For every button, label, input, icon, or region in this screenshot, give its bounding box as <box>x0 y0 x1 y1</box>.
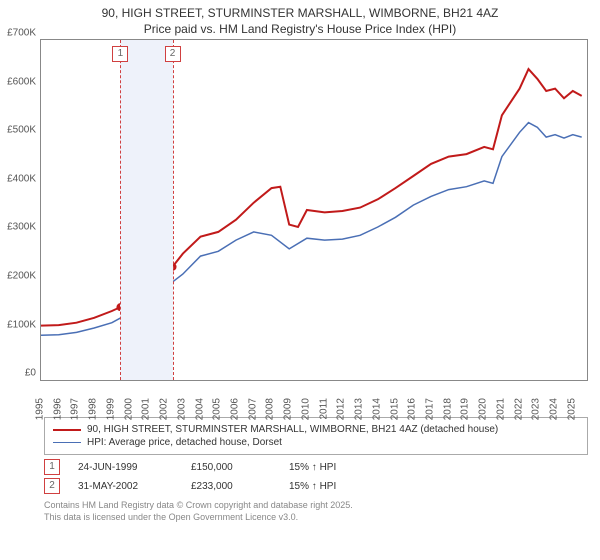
sales-list: 1 24-JUN-1999 £150,000 15% ↑ HPI 2 31-MAY-200… <box>44 459 588 494</box>
event-flag: 2 <box>165 46 181 62</box>
legend-swatch <box>53 429 81 431</box>
legend-swatch <box>53 442 81 443</box>
y-tick-label: £0 <box>25 368 36 379</box>
legend-row: 90, HIGH STREET, STURMINSTER MARSHALL, W… <box>53 424 579 435</box>
chart-title: 90, HIGH STREET, STURMINSTER MARSHALL, W… <box>0 0 600 39</box>
legend: 90, HIGH STREET, STURMINSTER MARSHALL, W… <box>44 417 588 455</box>
x-tick-label: 1995 <box>35 398 46 420</box>
attribution-line-2: This data is licensed under the Open Gov… <box>44 512 588 524</box>
x-tick-label: 1998 <box>88 398 99 420</box>
y-tick-label: £100K <box>7 319 36 330</box>
title-line-2: Price paid vs. HM Land Registry's House … <box>10 22 590 38</box>
sale-flag-icon: 1 <box>44 459 60 475</box>
sale-flag-icon: 2 <box>44 478 60 494</box>
sale-row: 2 31-MAY-2002 £233,000 15% ↑ HPI <box>44 478 588 494</box>
sale-price: £150,000 <box>191 462 271 473</box>
x-tick-label: 2007 <box>247 398 258 420</box>
chart-area: £0£100K£200K£300K£400K£500K£600K£700K 12… <box>40 39 588 409</box>
legend-row: HPI: Average price, detached house, Dors… <box>53 437 579 448</box>
x-tick-label: 2010 <box>300 398 311 420</box>
y-tick-label: £600K <box>7 76 36 87</box>
plot-region: 12 <box>40 39 588 381</box>
attribution: Contains HM Land Registry data © Crown c… <box>44 500 588 523</box>
legend-label: 90, HIGH STREET, STURMINSTER MARSHALL, W… <box>87 424 498 435</box>
event-line <box>120 40 121 380</box>
x-tick-label: 1997 <box>70 398 81 420</box>
x-tick-label: 2005 <box>212 398 223 420</box>
y-tick-label: £500K <box>7 125 36 136</box>
x-tick-label: 2001 <box>141 398 152 420</box>
x-tick-label: 1999 <box>105 398 116 420</box>
chart-container: 90, HIGH STREET, STURMINSTER MARSHALL, W… <box>0 0 600 560</box>
x-tick-label: 2019 <box>460 398 471 420</box>
x-tick-label: 2012 <box>336 398 347 420</box>
y-tick-label: £400K <box>7 173 36 184</box>
y-axis-labels: £0£100K£200K£300K£400K£500K£600K£700K <box>0 33 38 387</box>
x-tick-label: 2022 <box>513 398 524 420</box>
x-tick-label: 2013 <box>354 398 365 420</box>
sale-price: £233,000 <box>191 481 271 492</box>
x-tick-label: 2018 <box>442 398 453 420</box>
y-tick-label: £700K <box>7 28 36 39</box>
x-tick-label: 2008 <box>265 398 276 420</box>
sale-date: 24-JUN-1999 <box>78 462 173 473</box>
sale-date: 31-MAY-2002 <box>78 481 173 492</box>
x-tick-label: 2004 <box>194 398 205 420</box>
x-tick-label: 2021 <box>495 398 506 420</box>
x-tick-label: 2025 <box>566 398 577 420</box>
x-tick-label: 2009 <box>283 398 294 420</box>
x-tick-label: 2023 <box>531 398 542 420</box>
sale-row: 1 24-JUN-1999 £150,000 15% ↑ HPI <box>44 459 588 475</box>
x-tick-label: 1996 <box>52 398 63 420</box>
legend-label: HPI: Average price, detached house, Dors… <box>87 437 282 448</box>
title-line-1: 90, HIGH STREET, STURMINSTER MARSHALL, W… <box>10 6 590 22</box>
x-axis-labels: 1995199619971998199920002001200220032004… <box>40 385 588 409</box>
x-tick-label: 2014 <box>371 398 382 420</box>
x-tick-label: 2011 <box>318 398 329 420</box>
x-tick-label: 2003 <box>176 398 187 420</box>
x-tick-label: 2016 <box>407 398 418 420</box>
event-line <box>173 40 174 380</box>
x-tick-label: 2024 <box>549 398 560 420</box>
x-tick-label: 2006 <box>230 398 241 420</box>
x-tick-label: 2017 <box>425 398 436 420</box>
shaded-band <box>120 40 172 380</box>
sale-delta: 15% ↑ HPI <box>289 462 336 473</box>
event-flag: 1 <box>112 46 128 62</box>
y-tick-label: £200K <box>7 271 36 282</box>
y-tick-label: £300K <box>7 222 36 233</box>
sale-delta: 15% ↑ HPI <box>289 481 336 492</box>
x-tick-label: 2015 <box>389 398 400 420</box>
attribution-line-1: Contains HM Land Registry data © Crown c… <box>44 500 588 512</box>
x-tick-label: 2020 <box>478 398 489 420</box>
x-tick-label: 2002 <box>159 398 170 420</box>
x-tick-label: 2000 <box>123 398 134 420</box>
